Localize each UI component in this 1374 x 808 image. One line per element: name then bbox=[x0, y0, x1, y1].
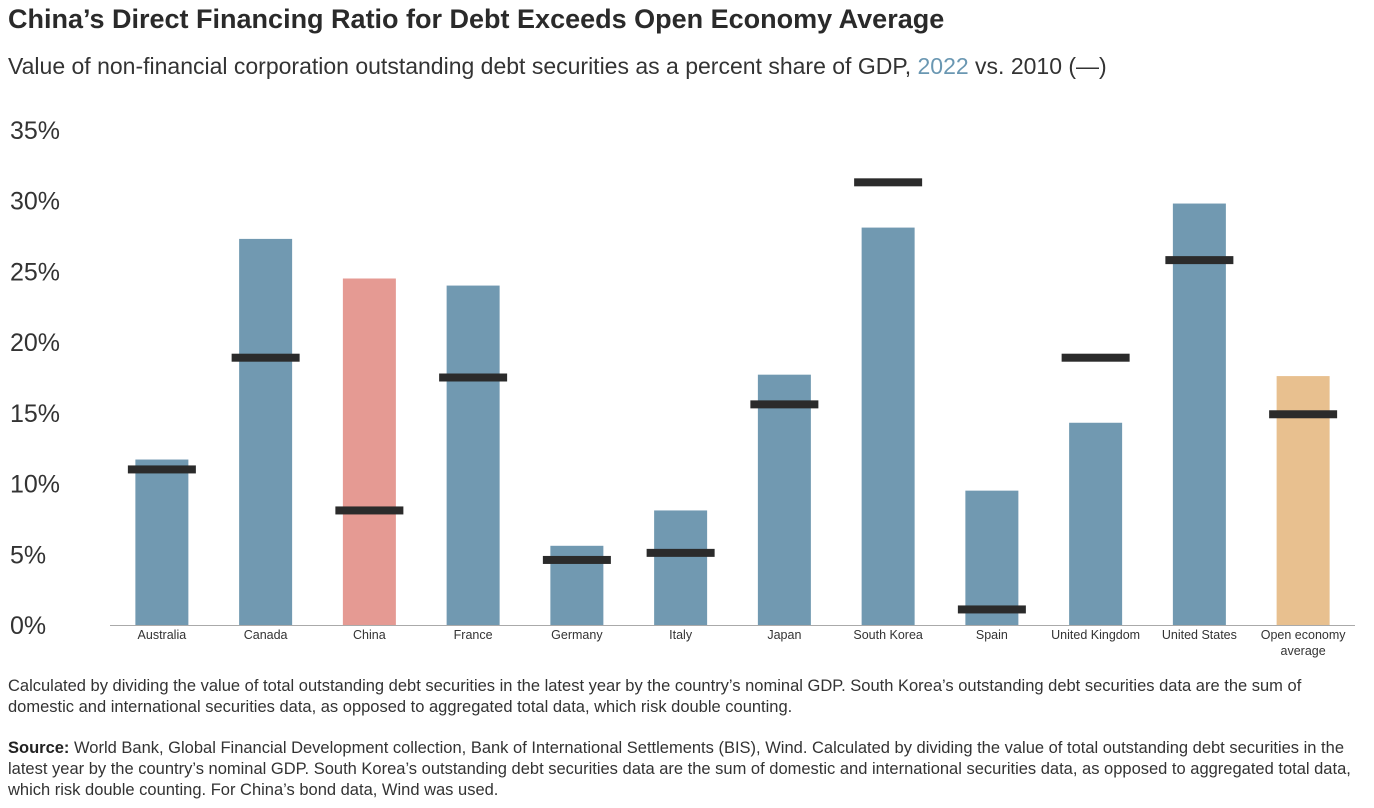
x-tick-label-australia: Australia bbox=[138, 628, 187, 642]
chart-subtitle: Value of non-financial corporation outst… bbox=[8, 53, 1107, 80]
marker-2010-united-states bbox=[1165, 256, 1234, 265]
x-tick-label-canada: Canada bbox=[244, 628, 288, 642]
subtitle-highlight-2022: 2022 bbox=[917, 53, 969, 79]
subtitle-suffix: vs. 2010 (—) bbox=[968, 53, 1107, 79]
bar-2022-united-kingdom bbox=[1069, 422, 1123, 625]
chart-source: Source: World Bank, Global Financial Dev… bbox=[8, 738, 1370, 801]
bar-2022-spain bbox=[965, 490, 1019, 625]
source-text: World Bank, Global Financial Development… bbox=[8, 739, 1351, 799]
bar-2022-france bbox=[446, 285, 500, 625]
x-tick-label-france: France bbox=[454, 628, 493, 642]
bar-2022-canada bbox=[239, 238, 293, 625]
x-tick-label-united-states: United States bbox=[1162, 628, 1237, 642]
marker-2010-japan bbox=[750, 400, 819, 409]
subtitle-prefix: Value of non-financial corporation outst… bbox=[8, 53, 918, 79]
bar-2022-australia bbox=[135, 459, 189, 625]
bar-2022-china bbox=[342, 278, 396, 625]
chart-note: Calculated by dividing the value of tota… bbox=[8, 677, 1302, 716]
y-tick-label-15: 15% bbox=[10, 400, 60, 428]
marker-2010-france bbox=[439, 373, 508, 382]
y-tick-label-30: 30% bbox=[10, 188, 60, 216]
bar-2022-japan bbox=[757, 374, 811, 625]
y-tick-label-35: 35% bbox=[10, 117, 60, 145]
chart-title: China’s Direct Financing Ratio for Debt … bbox=[8, 4, 945, 34]
x-tick-label-open-economy-average: Open economy average bbox=[1261, 628, 1347, 658]
marker-2010-china bbox=[335, 506, 404, 515]
bar-2022-united-states bbox=[1172, 203, 1226, 625]
marker-2010-germany bbox=[542, 555, 611, 564]
x-tick-label-china: China bbox=[353, 628, 386, 642]
y-tick-label-5: 5% bbox=[10, 541, 46, 569]
x-tick-label-germany: Germany bbox=[551, 628, 603, 642]
x-tick-label-spain: Spain bbox=[976, 628, 1008, 642]
y-tick-label-20: 20% bbox=[10, 329, 60, 357]
x-tick-label-italy: Italy bbox=[669, 628, 693, 642]
x-tick-label-south-korea: South Korea bbox=[853, 628, 923, 642]
bar-2022-italy bbox=[654, 510, 708, 625]
bar-2022-south-korea bbox=[861, 227, 915, 625]
marker-2010-united-kingdom bbox=[1061, 353, 1130, 362]
y-tick-label-10: 10% bbox=[10, 471, 60, 499]
x-tick-label-united-kingdom: United Kingdom bbox=[1051, 628, 1140, 642]
x-tick-label-japan: Japan bbox=[767, 628, 801, 642]
marker-2010-open-economy-average bbox=[1269, 410, 1338, 419]
source-label: Source: bbox=[8, 739, 70, 757]
y-tick-label-0: 0% bbox=[10, 612, 46, 640]
y-tick-label-25: 25% bbox=[10, 258, 60, 286]
marker-2010-canada bbox=[231, 353, 300, 362]
marker-2010-australia bbox=[127, 465, 196, 474]
bar-chart: 0% 5% 10% 15% 20% 25% 30% 35% Australia Canada Chi… bbox=[10, 117, 1355, 658]
marker-2010-spain bbox=[957, 605, 1026, 614]
marker-2010-south-korea bbox=[854, 178, 923, 187]
marker-2010-italy bbox=[646, 548, 715, 557]
